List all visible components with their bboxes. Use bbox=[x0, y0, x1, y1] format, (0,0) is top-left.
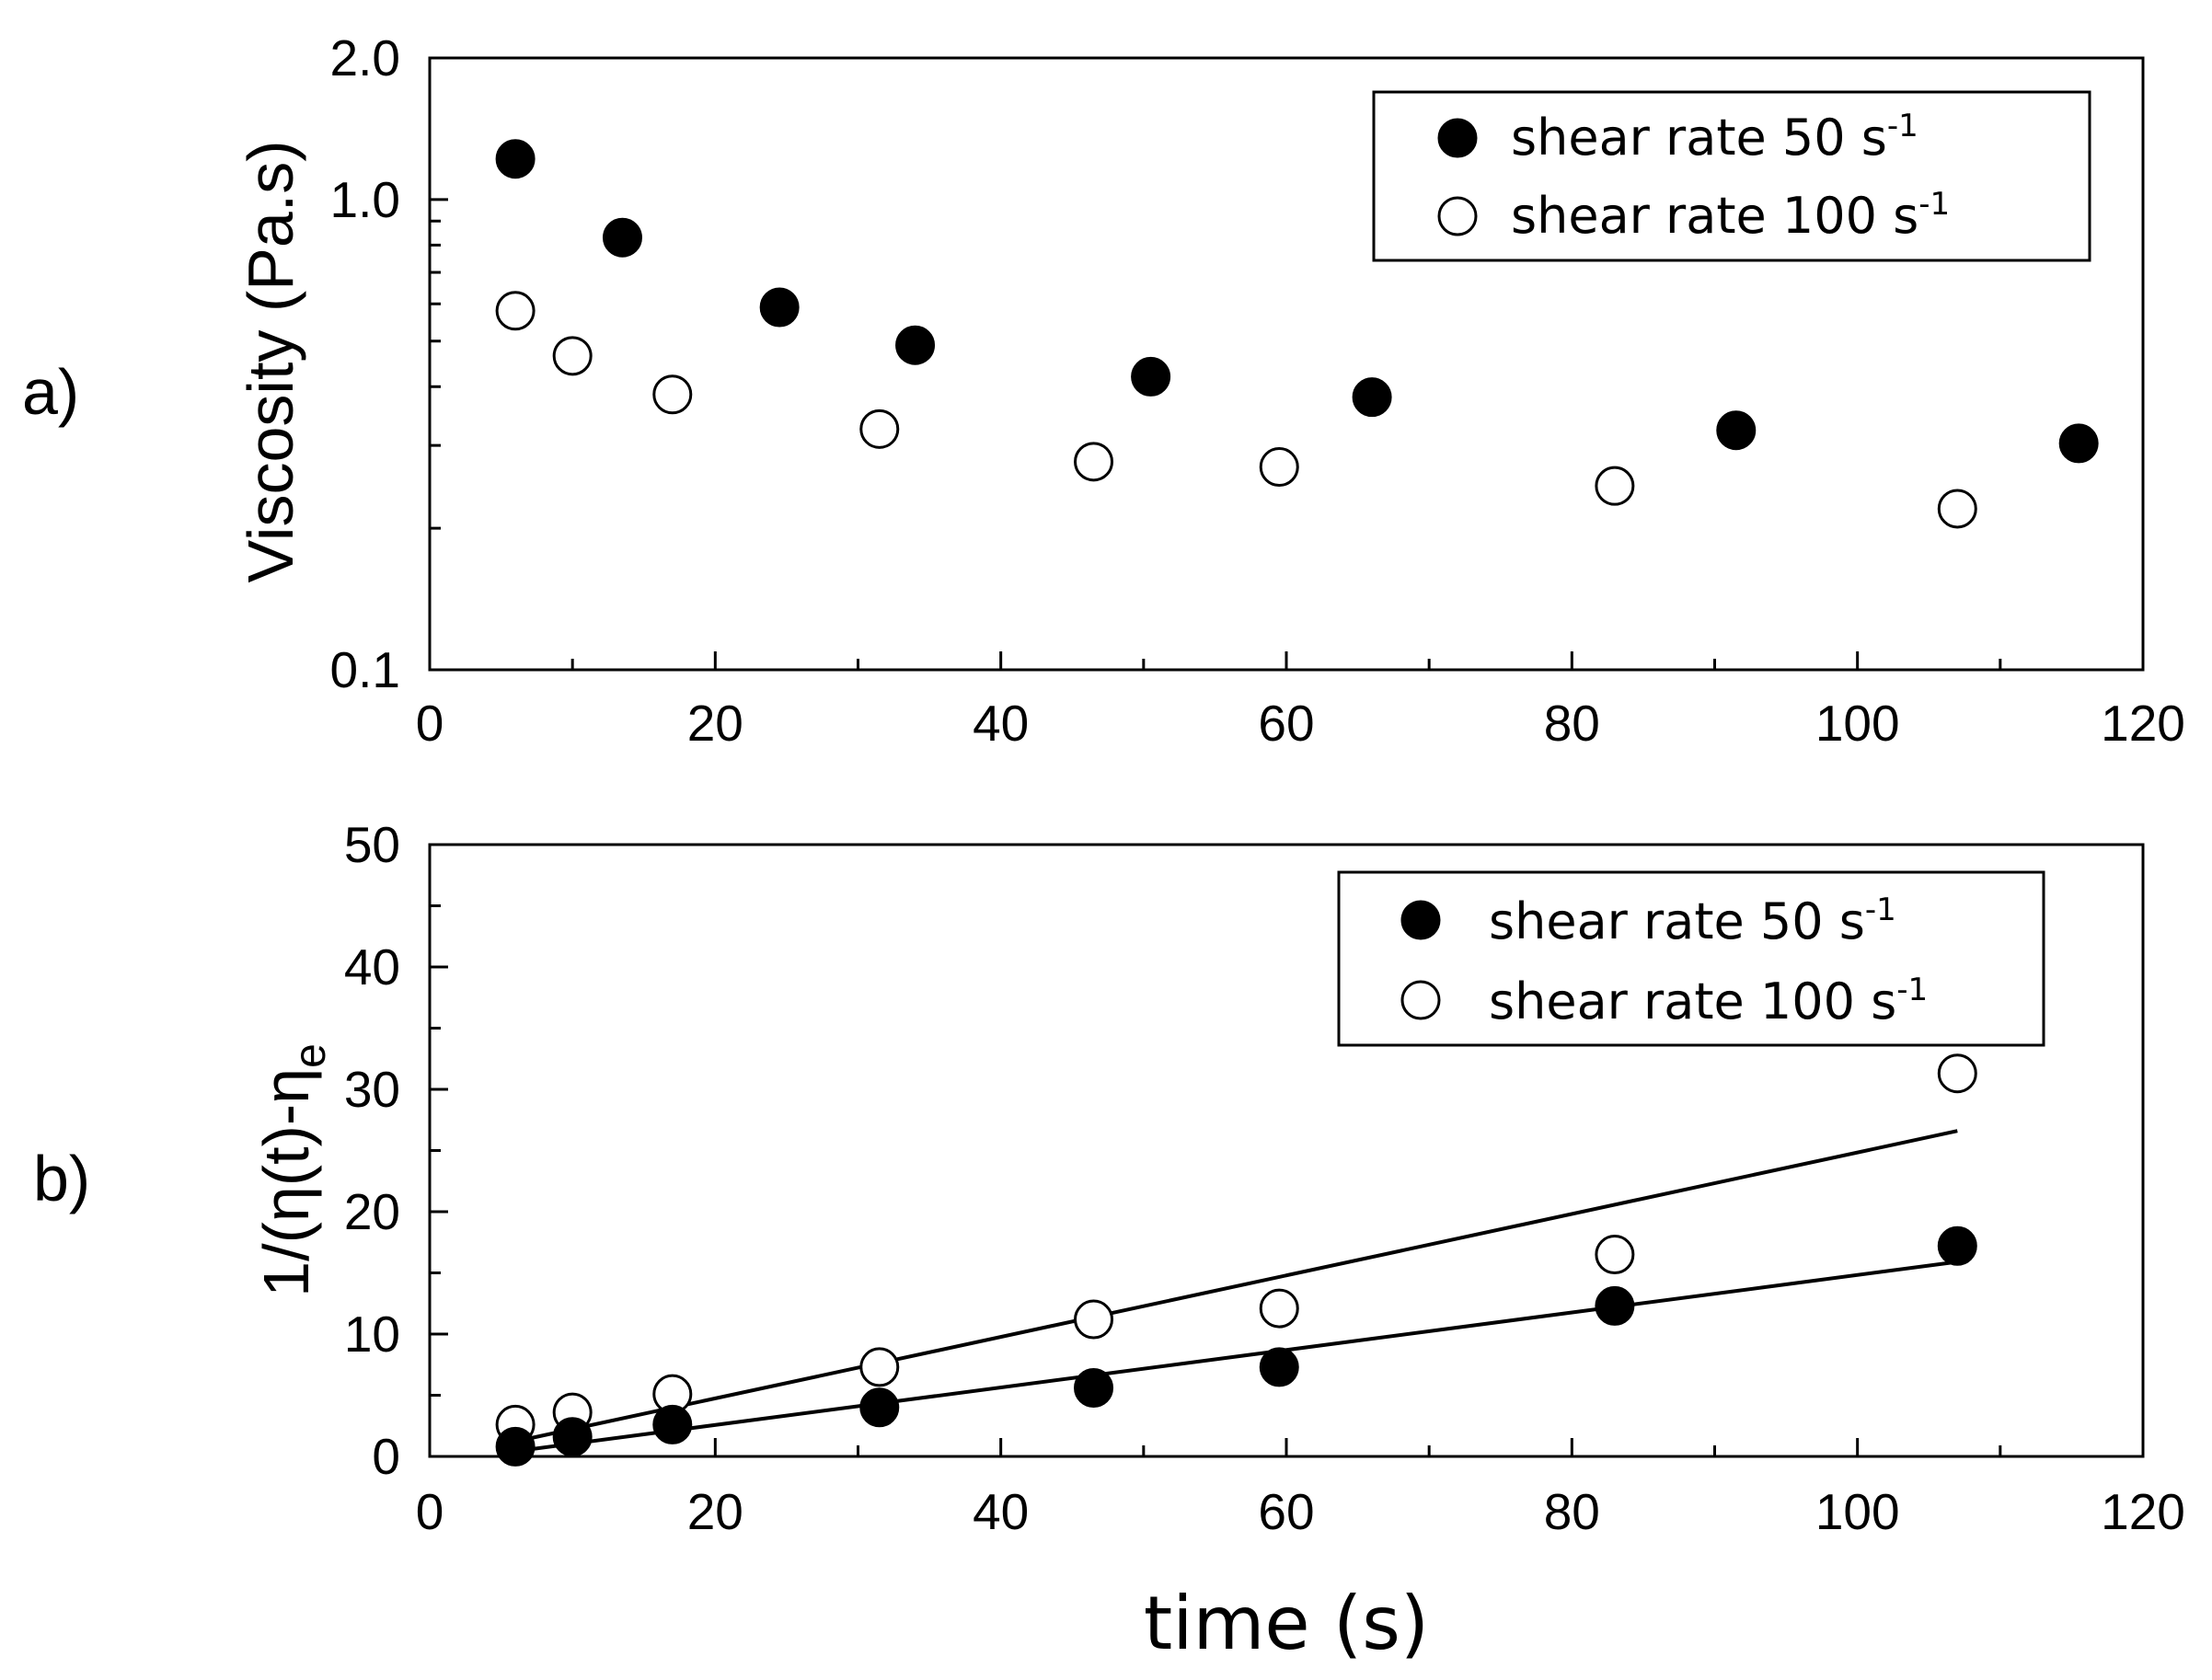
panel-b-legend: shear rate 50 s-1 shear rate 100 s-1 bbox=[1337, 870, 2045, 1047]
panel-a-label: a) bbox=[22, 356, 79, 428]
panel-a-x-tick-label: 0 bbox=[416, 695, 444, 752]
panel-b-y-tick-label: 40 bbox=[344, 938, 400, 995]
panel-b-y-tick-labels: 0 10 20 30 40 50 bbox=[344, 816, 400, 1485]
panel-b-fit-lines bbox=[507, 1129, 1958, 1455]
panel-a-point-50 bbox=[602, 217, 642, 258]
panel-b-point-100 bbox=[1074, 1299, 1114, 1340]
panel-a-markers bbox=[495, 139, 2099, 529]
panel-a-y-axis-title: Viscosity (Pa.s) bbox=[235, 140, 306, 582]
panel-b-x-tick-labels: 0 20 40 60 80 100 120 bbox=[416, 1483, 2185, 1540]
panel-a-point-50 bbox=[2058, 423, 2099, 464]
panel-b-y-tick-label: 20 bbox=[344, 1183, 400, 1240]
panel-b-markers bbox=[495, 1053, 1977, 1467]
panel-a-x-tick-label: 120 bbox=[2101, 695, 2185, 752]
panel-a-legend-box bbox=[1372, 90, 2091, 262]
panel-a-point-100 bbox=[859, 408, 900, 449]
panel-b-point-50 bbox=[552, 1417, 593, 1457]
panel-b-point-50 bbox=[1074, 1368, 1114, 1409]
panel-a-point-50 bbox=[1352, 377, 1392, 418]
panel-b-point-100 bbox=[1937, 1053, 1977, 1094]
panel-a-legend-entry-2: shear rate 100 s-1 bbox=[1511, 186, 1950, 245]
panel-a-y-tick-label: 0.1 bbox=[330, 641, 400, 698]
panel-b-x-tick-label: 100 bbox=[1815, 1483, 1900, 1540]
panel-b-x-axis-title: time (s) bbox=[1144, 1581, 1429, 1666]
panel-b-ticks bbox=[428, 843, 2145, 1458]
panel-b-legend-box bbox=[1337, 870, 2045, 1047]
panel-b-x-tick-label: 40 bbox=[973, 1483, 1029, 1540]
panel-b-point-50 bbox=[859, 1387, 900, 1428]
panel-b-point-100 bbox=[1259, 1288, 1299, 1329]
panel-b-x-tick-label: 20 bbox=[687, 1483, 743, 1540]
panel-a-point-50 bbox=[895, 325, 936, 365]
panel-a: a) 0 20 40 60 80 100 120 0.1 1.0 2.0 Vis… bbox=[22, 29, 2185, 752]
panel-b-point-50 bbox=[1259, 1347, 1299, 1387]
panel-a-point-100 bbox=[495, 291, 536, 331]
panel-b-legend-marker-open bbox=[1400, 980, 1441, 1020]
panel-b-x-tick-label: 120 bbox=[2101, 1483, 2185, 1540]
panel-a-x-tick-label: 80 bbox=[1544, 695, 1600, 752]
panel-b-x-tick-label: 60 bbox=[1258, 1483, 1314, 1540]
panel-a-point-50 bbox=[1131, 356, 1171, 397]
panel-b-y-tick-label: 30 bbox=[344, 1061, 400, 1118]
panel-a-y-tick-labels: 0.1 1.0 2.0 bbox=[330, 29, 400, 698]
panel-b-fit-line-100 bbox=[507, 1129, 1958, 1445]
panel-b-fit-line-50 bbox=[508, 1260, 1958, 1455]
panel-b-label: b) bbox=[33, 1143, 90, 1214]
panel-b-legend-entry-2: shear rate 100 s-1 bbox=[1489, 972, 1928, 1030]
panel-a-legend-entry-1: shear rate 50 s-1 bbox=[1511, 108, 1918, 167]
panel-a-point-50 bbox=[759, 287, 800, 328]
panel-b-y-tick-label: 0 bbox=[372, 1428, 400, 1485]
panel-a-point-100 bbox=[652, 374, 693, 415]
panel-b-point-50 bbox=[1937, 1225, 1977, 1266]
panel-b-point-50 bbox=[652, 1404, 693, 1444]
panel-a-legend: shear rate 50 s-1 shear rate 100 s-1 bbox=[1372, 90, 2091, 262]
panel-a-legend-marker-open bbox=[1437, 196, 1478, 236]
panel-a-point-100 bbox=[552, 336, 593, 376]
panel-a-y-tick-label: 1.0 bbox=[330, 171, 400, 228]
panel-b-x-tick-label: 0 bbox=[416, 1483, 444, 1540]
panel-b-y-tick-label: 10 bbox=[344, 1306, 400, 1363]
panel-a-point-100 bbox=[1074, 442, 1114, 482]
panel-b-y-axis-title: 1/(η(t)-ηe bbox=[250, 1043, 335, 1297]
panel-b-point-100 bbox=[859, 1347, 900, 1387]
panel-a-point-100 bbox=[1937, 489, 1977, 529]
panel-a-point-50 bbox=[1716, 410, 1757, 451]
panel-a-point-100 bbox=[1595, 466, 1635, 506]
panel-a-y-tick-label: 2.0 bbox=[330, 29, 400, 86]
panel-b-point-50 bbox=[1595, 1285, 1635, 1326]
panel-b-x-tick-label: 80 bbox=[1544, 1483, 1600, 1540]
panel-a-ticks bbox=[428, 56, 2145, 672]
panel-b-point-50 bbox=[495, 1426, 536, 1467]
panel-b-y-tick-label: 50 bbox=[344, 816, 400, 873]
panel-b-legend-entry-1: shear rate 50 s-1 bbox=[1489, 892, 1896, 950]
panel-a-x-tick-label: 60 bbox=[1258, 695, 1314, 752]
panel-b: b) 0 20 40 60 80 100 120 0 10 20 30 40 5… bbox=[33, 816, 2185, 1666]
panel-a-x-tick-labels: 0 20 40 60 80 100 120 bbox=[416, 695, 2185, 752]
panel-a-point-50 bbox=[495, 139, 536, 179]
panel-a-x-tick-label: 40 bbox=[973, 695, 1029, 752]
panel-b-legend-marker-filled bbox=[1400, 900, 1441, 940]
panel-b-point-100 bbox=[1595, 1235, 1635, 1275]
panel-a-point-100 bbox=[1259, 447, 1299, 488]
panel-a-x-tick-label: 20 bbox=[687, 695, 743, 752]
panel-a-legend-marker-filled bbox=[1437, 118, 1478, 158]
panel-a-x-tick-label: 100 bbox=[1815, 695, 1900, 752]
